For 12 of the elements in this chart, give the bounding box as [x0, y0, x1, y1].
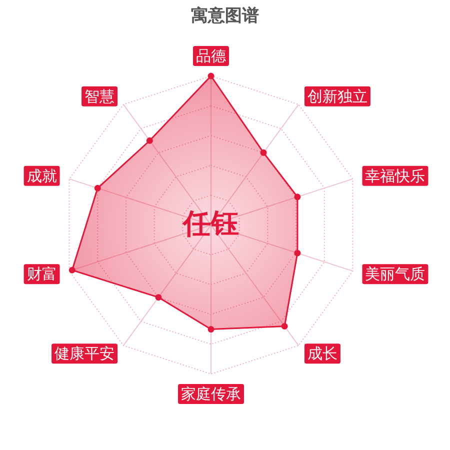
spoke-label: 成就 — [26, 166, 57, 185]
spoke-label: 创新独立 — [307, 87, 368, 106]
chart-title: 寓意图谱 — [190, 5, 260, 27]
spoke-label: 美丽气质 — [365, 265, 426, 284]
spoke-label: 健康平安 — [54, 344, 115, 363]
spoke-label: 品德 — [196, 47, 226, 65]
spoke-label: 幸福快乐 — [365, 166, 426, 185]
spoke-label: 成长 — [307, 344, 338, 363]
spoke-label: 智慧 — [84, 87, 115, 106]
spoke-label: 家庭传承 — [181, 385, 241, 403]
text: 任钰 — [181, 206, 240, 242]
spoke-label: 财富 — [26, 265, 57, 284]
